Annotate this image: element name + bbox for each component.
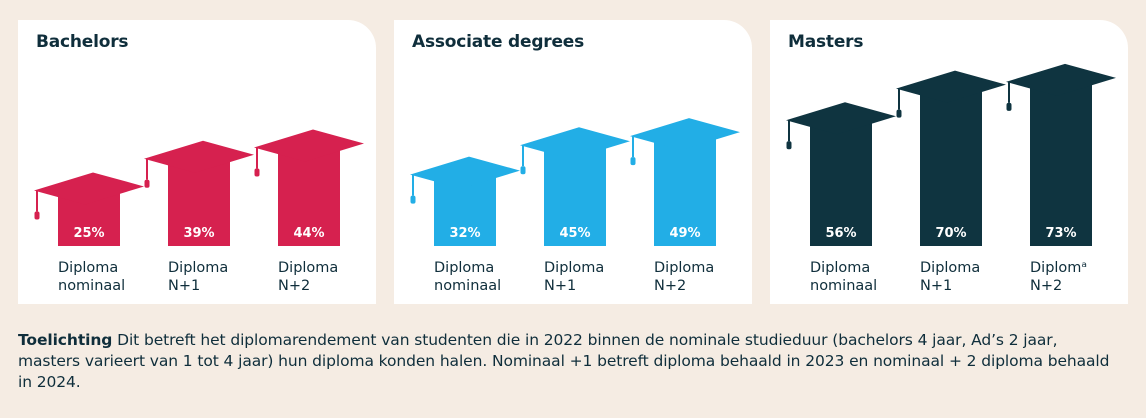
bar-group: 39% Diploma N+1 xyxy=(144,140,254,294)
graduation-cap-icon xyxy=(34,172,144,205)
category-label-line: nominaal xyxy=(810,278,877,294)
category-label-line: Diploma xyxy=(920,260,980,276)
tassel xyxy=(520,166,526,175)
value-label: 32% xyxy=(449,226,480,241)
category-label: Diploma nominaal xyxy=(58,260,125,294)
tassel xyxy=(254,168,260,177)
category-label: Diploma nominaal xyxy=(810,260,877,294)
category-label: Diploma N+1 xyxy=(168,260,228,294)
footnote: Toelichting Dit betreft het diplomarende… xyxy=(18,330,1123,393)
bar-group: 49% Diploma N+2 xyxy=(630,118,740,294)
category-label-line: nominaal xyxy=(58,278,125,294)
bar-group: 70% Diploma N+1 xyxy=(896,70,1006,294)
category-label-line: N+1 xyxy=(544,278,576,294)
category-label-line: Diplomᵃ xyxy=(1030,260,1087,276)
bar xyxy=(810,119,872,246)
category-label-line: N+1 xyxy=(168,278,200,294)
graduation-cap-icon xyxy=(144,140,254,173)
value-label: 49% xyxy=(669,226,700,241)
bachelors-chart: 25% Diploma nominaal 39% Diploma N+1 44% Diplom… xyxy=(34,129,364,294)
tassel xyxy=(34,211,40,220)
graduation-cap-icon xyxy=(254,129,364,162)
masters-chart: 56% Diploma nominaal 70% Diploma N+1 73% Diplom… xyxy=(786,63,1116,294)
category-label-line: N+2 xyxy=(278,278,310,294)
footnote-text: Dit betreft het diplomarendement van stu… xyxy=(18,331,1110,391)
category-label-line: Diploma xyxy=(278,260,338,276)
category-label-line: N+2 xyxy=(654,278,686,294)
value-label: 70% xyxy=(935,226,966,241)
category-label-line: Diploma xyxy=(58,260,118,276)
tassel xyxy=(410,195,416,204)
masters-panel: Masters 56% Diploma nominaal 70% Diploma N+1 7… xyxy=(770,20,1128,304)
category-label-line: nominaal xyxy=(434,278,501,294)
graduation-cap-icon xyxy=(410,156,520,189)
category-label-line: Diploma xyxy=(544,260,604,276)
bar-group: 73% Diplomᵃ N+2 xyxy=(1006,63,1116,294)
bachelors-title: Bachelors xyxy=(36,32,129,52)
category-label-line: N+1 xyxy=(920,278,952,294)
value-label: 73% xyxy=(1045,226,1076,241)
category-label: Diploma nominaal xyxy=(434,260,501,294)
bar-group: 44% Diploma N+2 xyxy=(254,129,364,294)
category-label-line: Diploma xyxy=(434,260,494,276)
bar xyxy=(168,157,230,246)
tassel xyxy=(786,141,792,150)
tassel xyxy=(896,109,902,118)
category-label: Diploma N+2 xyxy=(278,260,338,294)
bar-group: 45% Diploma N+1 xyxy=(520,127,630,294)
bar xyxy=(920,87,982,246)
bar xyxy=(278,146,340,246)
graduation-cap-icon xyxy=(786,102,896,135)
graduation-cap-icon xyxy=(896,70,1006,103)
category-label: Diploma N+1 xyxy=(544,260,604,294)
category-label-line: N+2 xyxy=(1030,278,1062,294)
bar xyxy=(1030,80,1092,247)
category-label-line: Diploma xyxy=(168,260,228,276)
graduation-cap-icon xyxy=(520,127,630,160)
bachelors-panel: Bachelors 25% Diploma nominaal 39% Diploma N+… xyxy=(18,20,376,304)
category-label: Diplomᵃ N+2 xyxy=(1030,260,1087,294)
footnote-label: Toelichting xyxy=(18,331,113,349)
associate-degrees-chart: 32% Diploma nominaal 45% Diploma N+1 49% Diplom… xyxy=(410,118,740,294)
associate-degrees-panel: Associate degrees 32% Diploma nominaal 45% D… xyxy=(394,20,752,304)
associate-degrees-title: Associate degrees xyxy=(412,32,585,52)
value-label: 56% xyxy=(825,226,856,241)
bar-group: 56% Diploma nominaal xyxy=(786,102,896,294)
bar-group: 25% Diploma nominaal xyxy=(34,172,144,294)
value-label: 44% xyxy=(293,226,324,241)
category-label-line: Diploma xyxy=(654,260,714,276)
tassel xyxy=(144,179,150,188)
value-label: 45% xyxy=(559,226,590,241)
category-label: Diploma N+2 xyxy=(654,260,714,294)
graduation-cap-icon xyxy=(1006,63,1116,96)
category-label: Diploma N+1 xyxy=(920,260,980,294)
value-label: 39% xyxy=(183,226,214,241)
graduation-cap-icon xyxy=(630,118,740,151)
tassel xyxy=(630,157,636,166)
bar xyxy=(544,144,606,246)
value-label: 25% xyxy=(73,226,104,241)
category-label-line: Diploma xyxy=(810,260,870,276)
tassel xyxy=(1006,102,1012,111)
bar xyxy=(654,135,716,246)
masters-title: Masters xyxy=(788,32,864,52)
bar-group: 32% Diploma nominaal xyxy=(410,156,520,294)
